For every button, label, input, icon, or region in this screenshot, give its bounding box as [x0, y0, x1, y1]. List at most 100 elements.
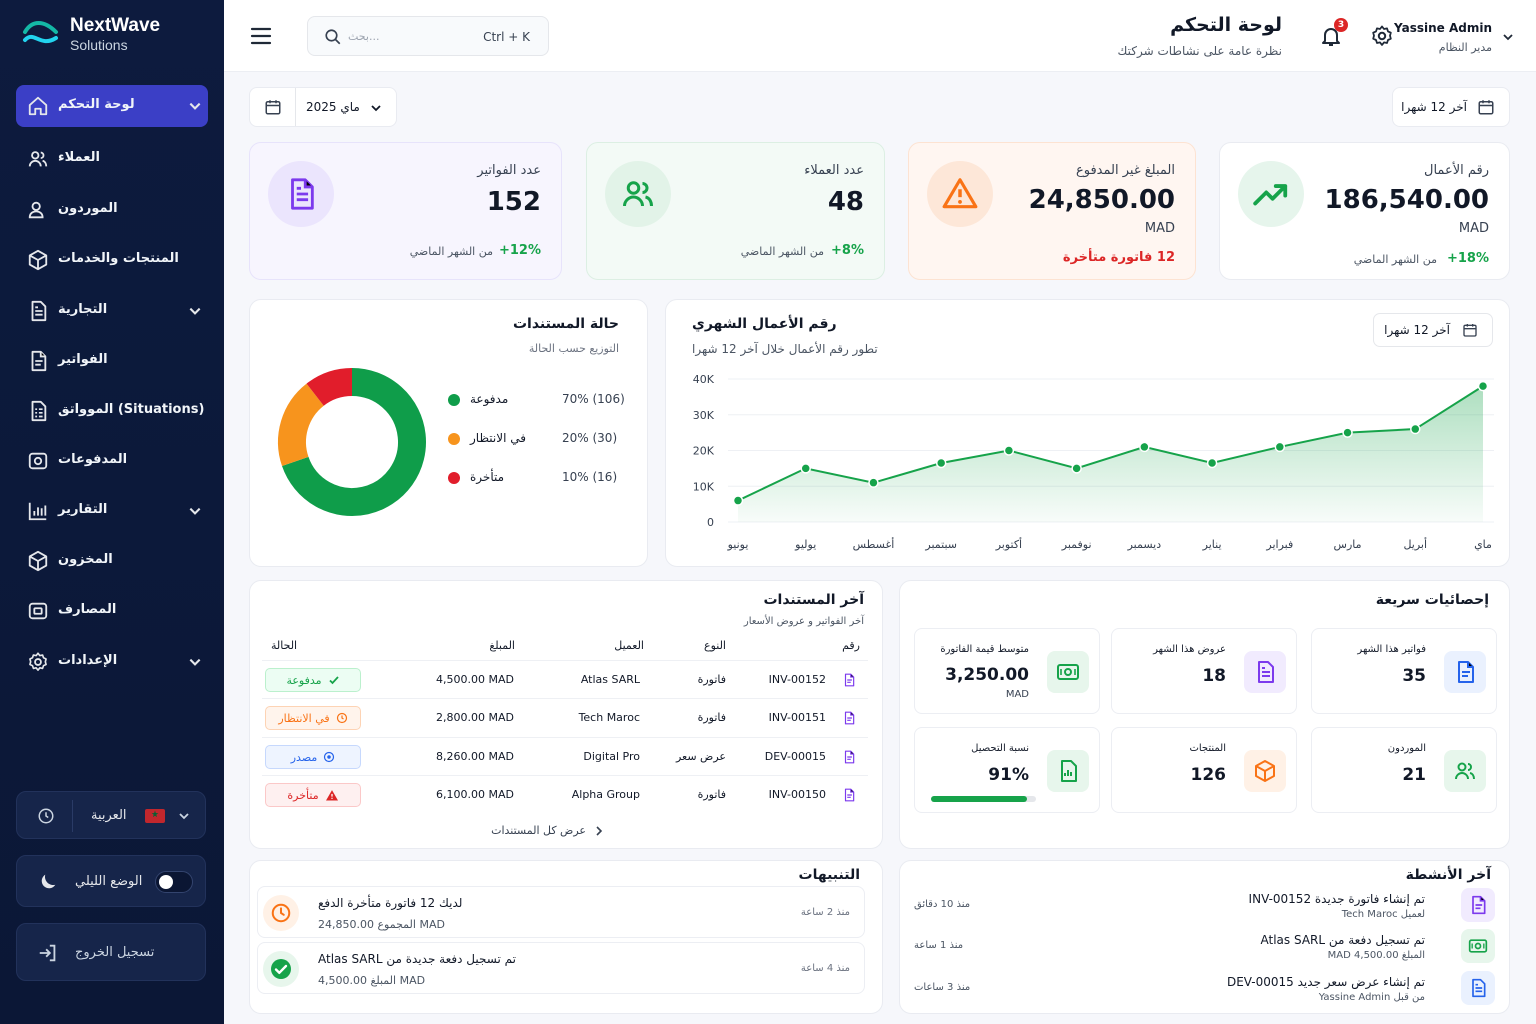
user-menu[interactable]: Yassine Admin مدير النظام — [1394, 18, 1530, 58]
type-cell: عرض سعر — [675, 750, 726, 763]
alert-item[interactable]: لديك 12 فاتورة متأخرة الدفع المجموع 24,8… — [257, 886, 865, 938]
chart-period-selector[interactable]: آخر 12 شهرا — [1373, 313, 1493, 347]
language-selector[interactable]: العربية — [16, 791, 206, 839]
month-selector[interactable]: ماي 2025 — [249, 87, 397, 127]
status-label: متأخرة — [287, 788, 319, 802]
home-icon — [27, 95, 49, 117]
legend-label: مدفوعة — [470, 392, 509, 406]
chart-period-label: آخر 12 شهرا — [1384, 323, 1450, 337]
logo-icon — [23, 21, 58, 44]
y-tick-label: 0 — [707, 516, 714, 529]
chevron-down-icon — [179, 813, 189, 820]
quick-stat-tile: متوسط قيمة الفاتورة 3,250.00 MAD — [914, 628, 1100, 714]
data-point — [1342, 427, 1353, 438]
sidebar-item-1[interactable]: العملاء — [16, 138, 208, 180]
chevron-down-icon — [188, 655, 202, 669]
card-subtitle: آخر الفواتير و عروض الأسعار — [743, 616, 864, 627]
calendar-icon — [1463, 324, 1477, 337]
legend-dot — [448, 433, 460, 445]
menu-icon[interactable] — [250, 26, 272, 46]
revenue-line-chart: 0 10K 20K 30K 40K يونيو يوليو أغسطس سبتمبر أكتوبر… — [693, 373, 1494, 551]
stat-value: 91% — [988, 765, 1029, 785]
sidebar-item-7[interactable]: المدفوعات — [16, 440, 208, 482]
data-point — [1071, 463, 1082, 474]
period-selector[interactable]: آخر 12 شهرا — [1392, 87, 1510, 127]
stat-value: 126 — [1190, 765, 1227, 785]
table-row[interactable]: مدفوعة 4,500.00 MAD Atlas SARL فاتورة IN… — [262, 660, 868, 698]
chevron-down-icon — [371, 105, 381, 112]
kpi-note: 12 فاتورة متأخرة — [1062, 250, 1175, 265]
alert-item[interactable]: تم تسجيل دفعة جديدة من Atlas SARL المبلغ… — [257, 942, 865, 994]
column-header-status: الحالة — [271, 639, 298, 652]
alert-detail: المجموع 24,850.00 MAD — [318, 918, 445, 931]
data-point — [1206, 457, 1218, 469]
chevron-down-icon — [188, 504, 202, 518]
client-cell: Alpha Group — [571, 788, 640, 801]
revenue-chart-card: رقم الأعمال الشهري تطور رقم الأعمال خلال… — [665, 299, 1510, 567]
quick-stat-tile: المنتجات 126 — [1111, 727, 1297, 813]
cash-icon — [1047, 651, 1089, 693]
status-label: مدفوعة — [286, 673, 322, 687]
sidebar-item-0[interactable]: لوحة التحكم — [16, 85, 208, 127]
sidebar-item-label: الموردون — [58, 201, 118, 216]
x-tick-label: يونيو — [727, 538, 749, 551]
gear-icon — [27, 651, 49, 673]
client-cell: Atlas SARL — [580, 673, 640, 686]
table-row[interactable]: في الانتظار 2,800.00 MAD Tech Maroc فاتو… — [262, 698, 868, 736]
legend-label: في الانتظار — [470, 431, 526, 445]
table-row[interactable]: مصدر 8,260.00 MAD Digital Pro عرض سعر DE… — [262, 737, 868, 775]
brand-logo[interactable]: NextWave Solutions — [22, 16, 160, 54]
activity-title: تم تسجيل دفعة من Atlas SARL — [1260, 933, 1425, 947]
x-tick-label: ديسمبر — [1127, 538, 1162, 551]
activity-time: منذ 10 دقائق — [914, 899, 971, 910]
activities-card: آخر الأنشطة — [899, 860, 1510, 1014]
sidebar: NextWave Solutions لوحة التحكم العملاء الم… — [0, 0, 224, 1024]
sidebar-item-5[interactable]: الفواتير — [16, 340, 208, 382]
alert-time: منذ 2 ساعة — [800, 907, 850, 918]
data-point — [1410, 423, 1421, 435]
kpi-comparison: من الشهر الماضي — [1353, 253, 1437, 266]
supplier-icon — [27, 199, 49, 221]
amount-cell: 8,260.00 MAD — [436, 750, 514, 763]
sidebar-item-4[interactable]: التجارية — [16, 290, 208, 332]
sidebar-item-11[interactable]: الإعدادات — [16, 641, 208, 683]
card-title: التنبيهات — [798, 867, 860, 883]
document-icon — [842, 788, 856, 802]
sidebar-item-2[interactable]: الموردون — [16, 189, 208, 231]
x-tick-label: يناير — [1202, 538, 1222, 551]
table-row[interactable]: متأخرة 6,100.00 MAD Alpha Group فاتورة I… — [262, 775, 868, 813]
sidebar-item-label: لوحة التحكم — [58, 97, 135, 112]
status-label: في الانتظار — [278, 711, 330, 725]
sidebar-item-9[interactable]: المخزون — [16, 540, 208, 582]
chevron-right-icon — [596, 826, 603, 836]
kpi-value: 152 — [486, 187, 541, 217]
kpi-title: المبلغ غير المدفوع — [1076, 163, 1175, 178]
invoice-icon — [268, 161, 334, 227]
sidebar-item-10[interactable]: المصارف — [16, 590, 208, 632]
activity-item: تم إنشاء فاتورة جديدة INV-00152 لعميل Te… — [909, 887, 1499, 925]
document-icon — [842, 673, 856, 687]
legend-dot — [448, 472, 460, 484]
logout-button[interactable]: تسجيل الخروج — [16, 923, 206, 981]
x-tick-label: أبريل — [1403, 537, 1427, 551]
status-icon — [328, 674, 340, 686]
gear-icon[interactable] — [1370, 24, 1394, 48]
column-header-type: النوع — [704, 639, 726, 652]
search-input[interactable]: بحث... Ctrl + K — [307, 16, 549, 56]
wallet-icon — [27, 600, 49, 622]
card-title: آخر الأنشطة — [1405, 867, 1491, 883]
quick-stat-tile: عروض هذا الشهر 18 — [1111, 628, 1297, 714]
sidebar-item-label: التجارية — [58, 302, 108, 317]
y-tick-label: 20K — [693, 445, 715, 458]
activity-detail: لعميل Tech Maroc — [1341, 909, 1425, 920]
card-subtitle: تطور رقم الأعمال خلال آخر 12 شهرا — [692, 342, 878, 356]
kpi-value: 24,850.00 — [1028, 185, 1175, 215]
alert-detail: المبلغ 4,500.00 MAD — [318, 974, 426, 987]
donut-slice-0 — [282, 368, 426, 516]
notifications-button[interactable]: 3 — [1319, 18, 1348, 48]
dark-mode-toggle[interactable] — [155, 871, 193, 893]
view-all-documents-link[interactable]: عرض كل المستندات — [460, 821, 610, 841]
sidebar-item-6[interactable]: الموواتق (Situations) — [16, 390, 208, 432]
sidebar-item-8[interactable]: التقارير — [16, 490, 208, 532]
sidebar-item-3[interactable]: المنتجات والخدمات — [16, 239, 208, 281]
